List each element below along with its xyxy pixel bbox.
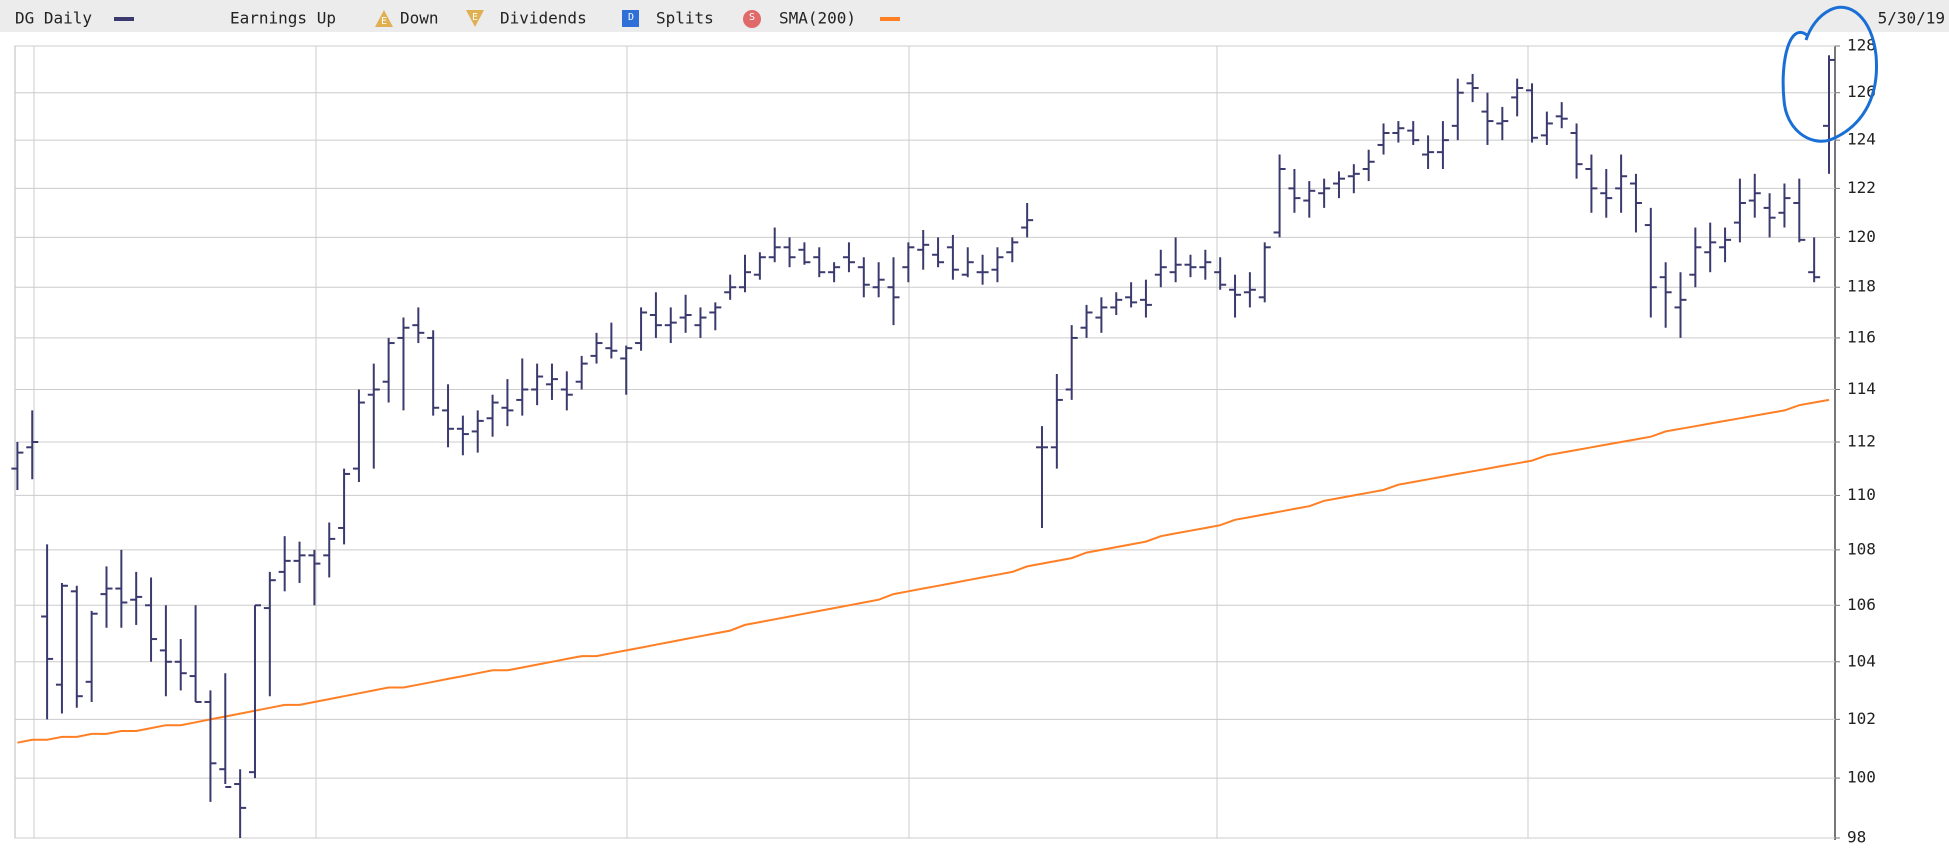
legend: Earnings Up E Down E Dividends D Splits S SMA(20… [114, 9, 900, 28]
legend-icon [743, 10, 761, 28]
y-tick-label: 118 [1847, 277, 1876, 296]
y-tick-label: 116 [1847, 327, 1876, 346]
legend-icon [466, 10, 484, 27]
legend-icon-letter: S [749, 12, 755, 23]
legend-icon [622, 10, 639, 27]
y-tick-label: 110 [1847, 485, 1876, 504]
y-tick-label: 128 [1847, 36, 1876, 55]
legend-icon [375, 10, 393, 27]
y-tick-label: 98 [1847, 828, 1866, 847]
marks: 98 100 102 104 106 108 110 112 114 116 118 120 122 12… [11, 36, 1876, 847]
y-tick-label: 108 [1847, 539, 1876, 558]
legend-icon-letter: D [628, 12, 634, 23]
y-tick-label: 122 [1847, 178, 1876, 197]
y-tick-label: 106 [1847, 595, 1876, 614]
y-tick-label: 112 [1847, 432, 1876, 451]
legend-label: Down [400, 9, 439, 28]
y-tick-label: 124 [1847, 130, 1876, 149]
sma-line [17, 398, 1830, 744]
date-label: 5/30/19 [1878, 9, 1945, 28]
y-tick-label: 114 [1847, 379, 1876, 398]
legend-icon-letter: E [472, 12, 478, 23]
chart-title: DG Daily [15, 9, 92, 28]
header-bar [0, 0, 1949, 32]
y-tick-label: 102 [1847, 709, 1876, 728]
y-tick-label: 120 [1847, 227, 1876, 246]
annotation-circle [1781, 5, 1879, 143]
y-tick-label: 104 [1847, 651, 1876, 670]
y-tick-label: 126 [1847, 82, 1876, 101]
legend-label: Earnings Up [230, 9, 336, 28]
legend-icon-letter: E [381, 16, 387, 27]
legend-label: SMA(200) [779, 9, 856, 28]
legend-label: Dividends [500, 9, 587, 28]
legend-label: Splits [656, 9, 714, 28]
y-tick-label: 100 [1847, 768, 1876, 787]
